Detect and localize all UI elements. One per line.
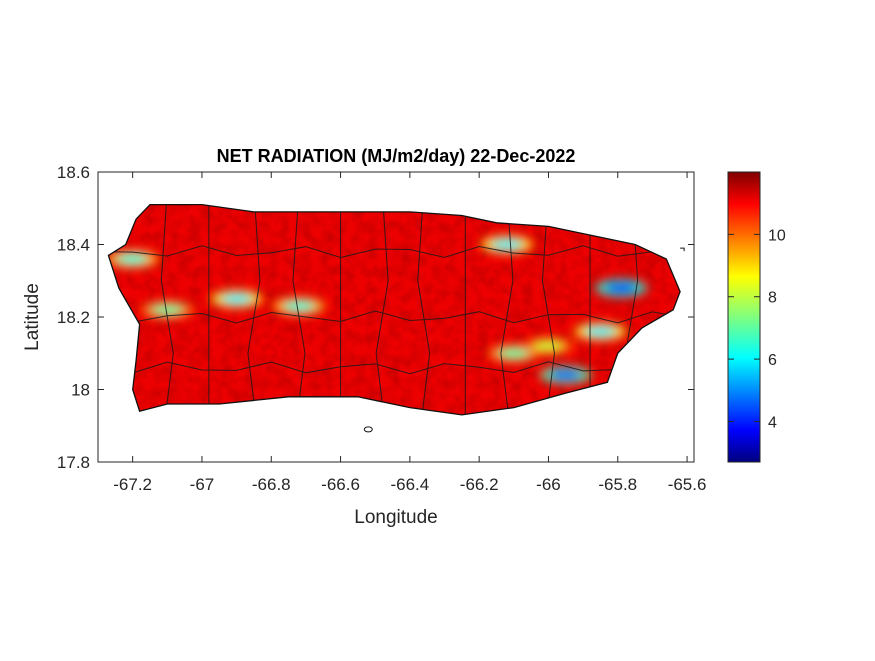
boundary-line	[500, 204, 514, 415]
colorbar-tick-label: 4	[768, 414, 777, 431]
heatmap-cell	[220, 293, 253, 304]
x-tick-label: -65.6	[668, 475, 707, 494]
boundary-line	[108, 361, 681, 375]
heatmap-cell	[532, 341, 565, 351]
municipal-boundaries	[108, 204, 681, 415]
x-tick-label: -67.2	[113, 475, 152, 494]
heatmap-cell	[549, 370, 582, 380]
heatmap-cell	[116, 254, 149, 264]
boundary-line	[375, 204, 389, 415]
y-tick-label: 18.4	[57, 236, 90, 255]
boundary-line	[541, 204, 555, 415]
colorbar-tick-label: 6	[768, 352, 777, 369]
x-tick-label: -66.2	[460, 475, 499, 494]
y-axis-label: Latitude	[22, 283, 43, 351]
x-tick-label: -65.8	[598, 475, 637, 494]
boundary-line	[108, 245, 681, 259]
offshore-island	[680, 247, 685, 252]
x-tick-label: -67	[190, 475, 215, 494]
heatmap-layer	[107, 203, 685, 433]
y-tick-label: 18.6	[57, 163, 90, 182]
colorbar-ticks: 10 8 6 4	[728, 227, 786, 431]
colorbar-tick-label: 10	[768, 227, 786, 244]
heatmap-cell	[151, 304, 184, 315]
x-tick-label: -66.4	[390, 475, 429, 494]
chart-title: NET RADIATION (MJ/m2/day) 22-Dec-2022	[217, 146, 576, 166]
x-tick-label: -66.6	[321, 475, 360, 494]
heatmap-cell	[497, 348, 530, 359]
y-axis: 18.6 18.4 18.2 18 17.8	[57, 163, 694, 472]
y-tick-label: 18.2	[57, 308, 90, 327]
heatmap-cell	[584, 326, 617, 337]
colorbar-tick-label: 8	[768, 290, 777, 307]
boundary-line	[160, 204, 174, 415]
boundary-line	[292, 204, 306, 415]
y-tick-label: 18	[71, 381, 90, 400]
heatmap-features	[108, 235, 648, 384]
coastline	[107, 203, 681, 416]
x-tick-label: -66.8	[252, 475, 291, 494]
boundary-line	[417, 204, 431, 415]
heatmap-cell	[605, 283, 638, 293]
boundary-line	[108, 310, 681, 324]
y-tick-label: 17.8	[57, 453, 90, 472]
boundary-line	[247, 204, 261, 415]
heatmap-cell	[282, 301, 315, 312]
island-heatmap	[108, 204, 681, 415]
x-axis-label: Longitude	[354, 507, 437, 528]
colorbar: 10 8 6 4	[727, 171, 786, 463]
heatmap-cell	[490, 239, 523, 250]
colorbar-gradient	[727, 171, 761, 463]
offshore-island	[363, 426, 373, 433]
x-tick-label: -66	[536, 475, 561, 494]
x-axis: -67.2 -67 -66.8 -66.6 -66.4 -66.2 -66 -65.8 -65.…	[113, 172, 706, 494]
